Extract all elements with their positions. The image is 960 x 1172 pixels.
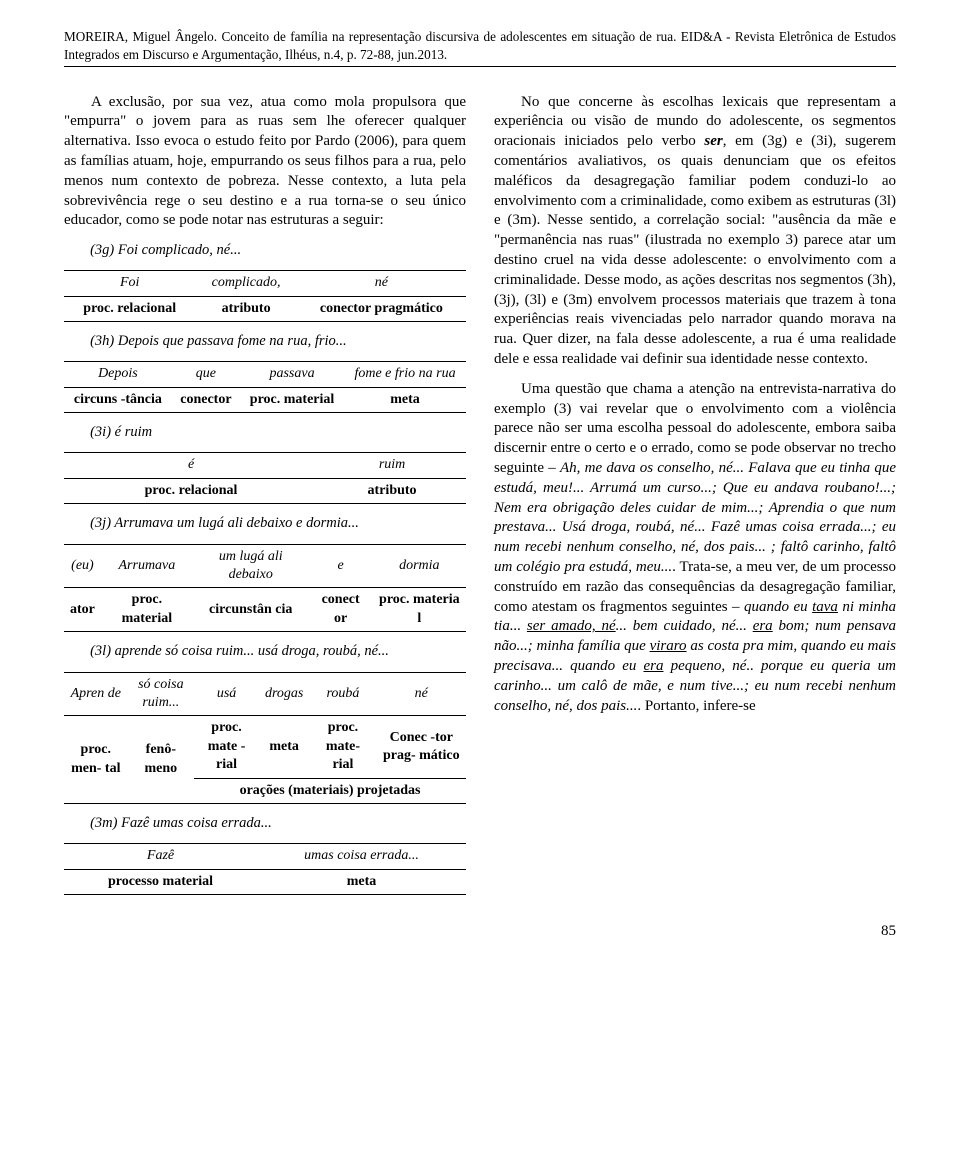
cell: usá [194, 672, 259, 716]
table-row: processo material meta [64, 869, 466, 894]
table-row: Apren de só coisa ruim... usá drogas rou… [64, 672, 466, 716]
cell: meta [259, 716, 309, 778]
table-row: é ruim [64, 453, 466, 478]
cell: um lugá ali debaixo [193, 544, 309, 588]
cell: passava [240, 362, 344, 387]
quote-block: Ah, me dava os conselho, né... Falava qu… [494, 460, 896, 575]
cell: Foi [64, 271, 195, 296]
table-row: Foi complicado, né [64, 271, 466, 296]
cell: proc. mate- rial [309, 716, 376, 778]
cell: fome e frio na rua [344, 362, 466, 387]
cell: meta [257, 869, 466, 894]
two-column-layout: A exclusão, por sua vez, atua como mola … [64, 93, 896, 906]
table-3g: Foi complicado, né proc. relacional atri… [64, 270, 466, 322]
cell: proc. men- tal [64, 716, 128, 804]
cell: atributo [195, 296, 296, 321]
cell: proc. material [101, 588, 193, 632]
table-3i: é ruim proc. relacional atributo [64, 452, 466, 504]
cell: ator [64, 588, 101, 632]
table-3j: (eu) Arrumava um lugá ali debaixo e dorm… [64, 544, 466, 633]
table-row: (eu) Arrumava um lugá ali debaixo e dorm… [64, 544, 466, 588]
right-para-1: No que concerne às escolhas lexicais que… [494, 93, 896, 370]
underline-viraro: viraro [650, 638, 687, 654]
cell: proc. materia l [373, 588, 466, 632]
table-row: Fazê umas coisa errada... [64, 844, 466, 869]
text: . Portanto, infere-se [637, 698, 755, 714]
cell: é [64, 453, 318, 478]
cell: circuns -tância [64, 387, 172, 412]
cell: processo material [64, 869, 257, 894]
cell: Fazê [64, 844, 257, 869]
right-para-2: Uma questão que chama a atenção na entre… [494, 380, 896, 717]
underline-tava: tava [812, 599, 838, 615]
cell: proc. material [240, 387, 344, 412]
cell: e [309, 544, 373, 588]
fragment: ... bem cuidado, né... [616, 618, 753, 634]
cell: né [297, 271, 466, 296]
cell: fenô- meno [128, 716, 195, 804]
cell: atributo [318, 478, 466, 503]
table-3h: Depois que passava fome e frio na rua ci… [64, 361, 466, 413]
cell: Apren de [64, 672, 128, 716]
fragment: quando eu [744, 599, 812, 615]
caption-3i: (3i) é ruim [64, 423, 466, 442]
cell: dormia [373, 544, 466, 588]
table-3m: Fazê umas coisa errada... processo mater… [64, 843, 466, 895]
cell: complicado, [195, 271, 296, 296]
underline-era-2: era [644, 658, 664, 674]
underline-ser-amado: ser amado, né [527, 618, 616, 634]
table-row: circuns -tância conector proc. material … [64, 387, 466, 412]
caption-3g: (3g) Foi complicado, né... [64, 241, 466, 260]
left-para-1: A exclusão, por sua vez, atua como mola … [64, 93, 466, 232]
cell: que [172, 362, 240, 387]
table-row: ator proc. material circunstân cia conec… [64, 588, 466, 632]
text: , em (3g) e (3i), sugerem comentários av… [494, 133, 896, 367]
cell: meta [344, 387, 466, 412]
running-head: MOREIRA, Miguel Ângelo. Conceito de famí… [64, 28, 896, 64]
cell: umas coisa errada... [257, 844, 466, 869]
cell: proc. mate -rial [194, 716, 259, 778]
page-number: 85 [64, 923, 896, 940]
cell: Arrumava [101, 544, 193, 588]
caption-3j: (3j) Arrumava um lugá ali debaixo e dorm… [64, 514, 466, 533]
table-3l: Apren de só coisa ruim... usá drogas rou… [64, 672, 466, 805]
cell: drogas [259, 672, 309, 716]
table-row: proc. relacional atributo [64, 478, 466, 503]
cell: (eu) [64, 544, 101, 588]
right-column: No que concerne às escolhas lexicais que… [494, 93, 896, 906]
cell: conector pragmático [297, 296, 466, 321]
underline-era-1: era [753, 618, 773, 634]
cell: Conec -tor prag- mático [377, 716, 466, 778]
table-row: proc. relacional atributo conector pragm… [64, 296, 466, 321]
cell: Depois [64, 362, 172, 387]
left-column: A exclusão, por sua vez, atua como mola … [64, 93, 466, 906]
cell: circunstân cia [193, 588, 309, 632]
cell: proc. relacional [64, 478, 318, 503]
cell: conector [172, 387, 240, 412]
page: MOREIRA, Miguel Ângelo. Conceito de famí… [0, 0, 960, 976]
cell: conect or [309, 588, 373, 632]
caption-3l: (3l) aprende só coisa ruim... usá droga,… [64, 642, 466, 661]
cell: proc. relacional [64, 296, 195, 321]
verb-ser: ser [704, 133, 722, 149]
cell: só coisa ruim... [128, 672, 195, 716]
table-row: Depois que passava fome e frio na rua [64, 362, 466, 387]
cell-projected: orações (materiais) projetadas [194, 778, 466, 803]
caption-3h: (3h) Depois que passava fome na rua, fri… [64, 332, 466, 351]
header-rule [64, 66, 896, 67]
cell: roubá [309, 672, 376, 716]
cell: ruim [318, 453, 466, 478]
table-row: proc. men- tal fenô- meno proc. mate -ri… [64, 716, 466, 778]
cell: né [377, 672, 466, 716]
caption-3m: (3m) Fazê umas coisa errada... [64, 814, 466, 833]
